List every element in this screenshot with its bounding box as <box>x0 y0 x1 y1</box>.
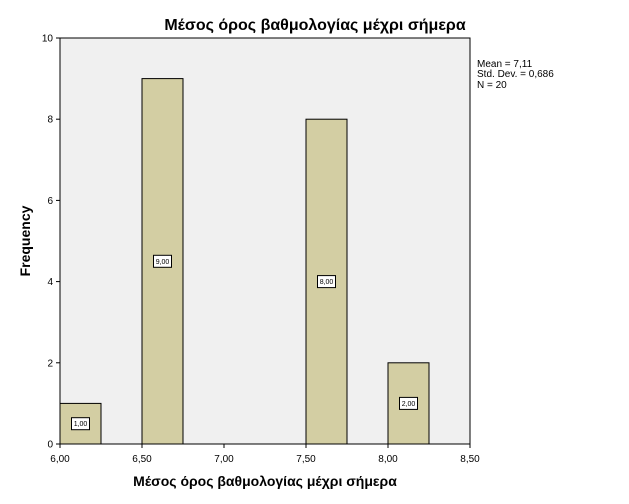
data-label-box <box>71 417 90 431</box>
stats-mean: Mean = 7,11 <box>477 59 533 70</box>
x-tick-label: 7,50 <box>296 454 316 465</box>
y-tick-label: 6 <box>47 196 53 207</box>
y-tick-label: 10 <box>42 34 54 45</box>
chart-title: Μέσος όρος βαθμολογίας μέχρι σήμερα <box>164 17 465 34</box>
data-label-box <box>317 275 336 289</box>
y-axis-title: Frequency <box>17 205 33 276</box>
x-tick-label: 8,50 <box>460 454 480 465</box>
stats-n: N = 20 <box>477 80 507 91</box>
x-tick-label: 8,00 <box>378 454 398 465</box>
data-label-box <box>153 254 172 268</box>
y-axis: 0 2 4 6 8 10 <box>42 34 60 451</box>
data-label: 1,00 <box>74 421 88 428</box>
y-tick-label: 8 <box>47 115 53 126</box>
data-label: 9,00 <box>156 259 170 266</box>
x-tick-label: 6,50 <box>132 454 152 465</box>
x-tick-label: 7,00 <box>214 454 234 465</box>
stats-std-dev: Std. Dev. = 0,686 <box>477 69 554 80</box>
data-label-box <box>399 396 418 410</box>
data-label: 2,00 <box>402 401 416 408</box>
x-axis-title: Μέσος όρος βαθμολογίας μέχρι σήμερα <box>133 473 397 489</box>
y-tick-label: 0 <box>47 440 53 451</box>
y-tick-label: 4 <box>47 277 53 288</box>
bars-group: 1,00 9,00 8,00 2,00 <box>59 78 430 445</box>
x-axis: 6,00 6,50 7,00 7,50 8,00 8,50 <box>50 444 480 465</box>
x-tick-label: 6,00 <box>50 454 70 465</box>
y-tick-label: 2 <box>47 358 53 369</box>
data-label: 8,00 <box>320 279 334 286</box>
